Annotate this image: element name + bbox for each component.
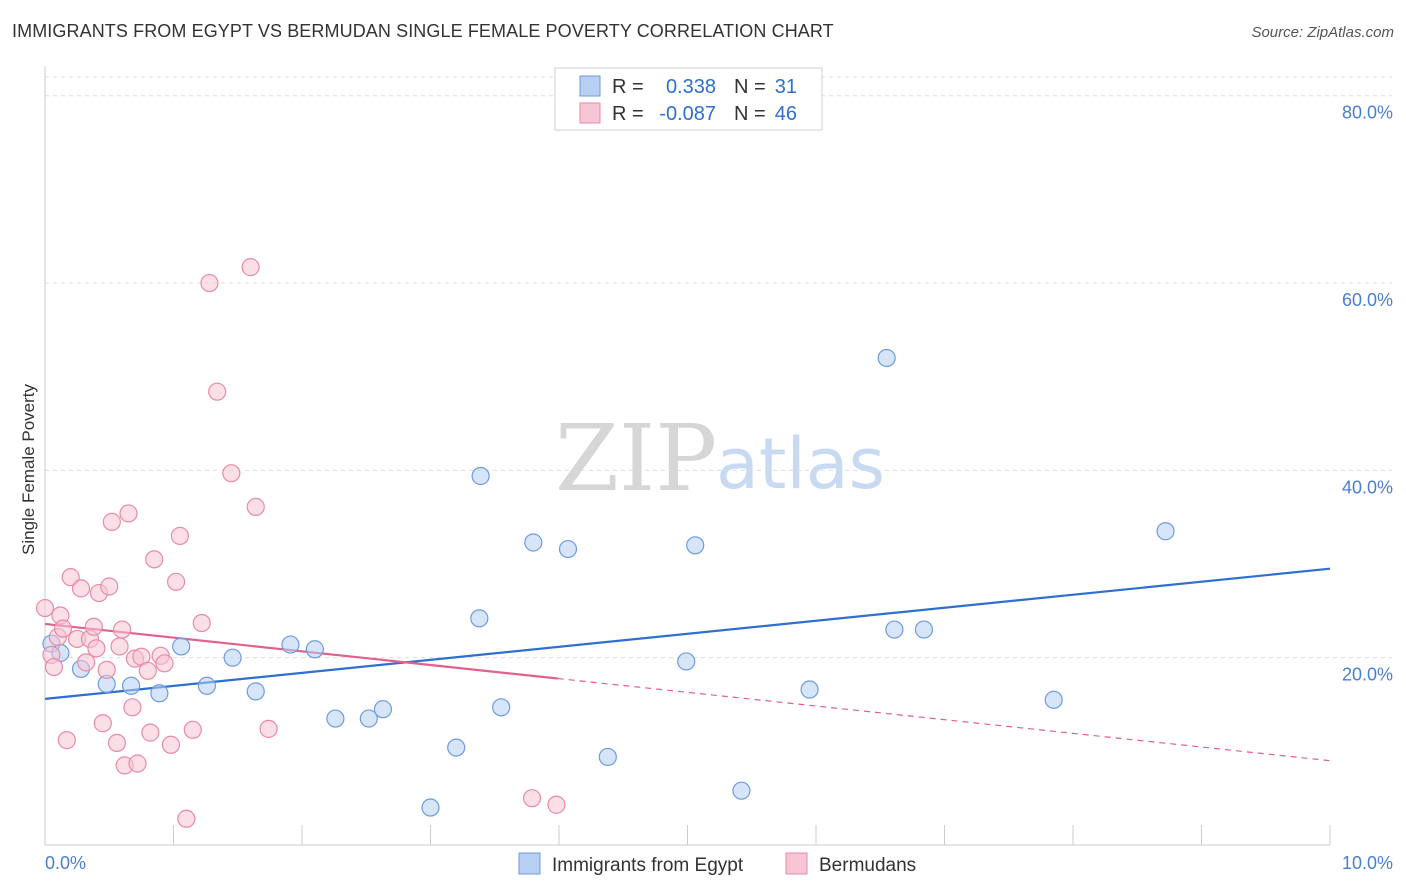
point-bermudans [112, 620, 132, 639]
point-egypt [732, 781, 751, 800]
legend-n-value-pink: 46 [775, 103, 797, 125]
point-bermudans [119, 504, 138, 523]
point-egypt [447, 738, 466, 757]
point-egypt [598, 747, 617, 767]
axes: 20.0% 40.0% 60.0% 80.0% 0.0% 10.0% [44, 66, 1393, 873]
point-bermudans [102, 512, 121, 531]
y-tick-label: 60.0% [1342, 290, 1393, 310]
point-egypt [492, 698, 511, 717]
point-egypt [150, 684, 169, 703]
point-bermudans [259, 719, 278, 738]
legend-r-value-blue: 0.338 [666, 76, 716, 98]
watermark-zip: ZIP [555, 405, 717, 512]
point-egypt [471, 466, 490, 486]
x-tick-label-max: 10.0% [1342, 853, 1393, 873]
legend-r-label-blue: R = [612, 76, 644, 98]
point-bermudans [141, 723, 160, 742]
legend-n-label-pink: N = [734, 103, 766, 125]
trendline-blue [44, 567, 1331, 700]
legend-swatch-blue [579, 75, 601, 97]
legend-n-label-blue: N = [734, 76, 766, 98]
point-bermudans [61, 568, 80, 587]
point-egypt [421, 798, 440, 817]
point-bermudans [183, 720, 202, 739]
legend-r-value-pink: -0.087 [659, 103, 716, 125]
point-egypt [373, 700, 393, 719]
point-egypt [223, 648, 242, 667]
point-bermudans [161, 735, 181, 754]
point-bermudans [128, 754, 147, 773]
legend-swatch-pink [579, 102, 601, 124]
point-bermudans [93, 714, 112, 733]
point-egypt [281, 635, 300, 654]
point-bermudans [166, 572, 186, 591]
point-egypt [877, 348, 896, 368]
point-bermudans [84, 617, 103, 636]
y-tick-label: 40.0% [1342, 477, 1393, 497]
point-egypt [800, 680, 819, 699]
point-bermudans [547, 795, 566, 814]
point-bermudans [87, 639, 106, 658]
point-egypt [1044, 690, 1063, 709]
point-bermudans [222, 464, 241, 483]
point-egypt [686, 536, 705, 555]
point-bermudans [208, 382, 227, 401]
y-axis-label: Single Female Poverty [19, 383, 38, 555]
series-swatch-egypt [518, 852, 541, 875]
point-bermudans [241, 258, 260, 277]
y-tick-label: 20.0% [1342, 665, 1393, 685]
point-egypt [305, 640, 324, 659]
point-bermudans [177, 809, 196, 828]
point-bermudans [522, 789, 542, 808]
watermark: ZIP atlas [555, 405, 885, 512]
point-egypt [197, 676, 217, 695]
series-swatch-bermudans [785, 852, 808, 875]
point-bermudans [110, 637, 129, 656]
series-legend: Immigrants from Egypt Bermudans [518, 852, 916, 876]
point-egypt [524, 533, 543, 552]
legend-n-value-blue: 31 [775, 76, 797, 98]
point-egypt [172, 637, 191, 656]
point-bermudans [57, 731, 76, 750]
data-points [35, 258, 1175, 828]
point-bermudans [53, 619, 73, 638]
point-egypt [885, 620, 904, 639]
point-bermudans [192, 613, 211, 633]
point-bermudans [44, 657, 64, 677]
point-bermudans [145, 550, 164, 569]
correlation-legend: R = 0.338 N = 31 R = -0.087 N = 46 [554, 67, 823, 131]
point-egypt [558, 539, 578, 559]
trendline-pink-extrapolated [557, 677, 1331, 762]
point-bermudans [35, 598, 55, 618]
source-label: Source: ZipAtlas.com [1251, 24, 1394, 41]
point-bermudans [77, 653, 96, 672]
point-egypt [326, 709, 345, 728]
point-egypt [246, 682, 265, 701]
point-egypt [359, 709, 378, 728]
gridlines [45, 76, 1392, 659]
legend-r-label-pink: R = [612, 103, 644, 125]
point-bermudans [100, 577, 119, 596]
point-egypt [121, 676, 141, 695]
chart-title: IMMIGRANTS FROM EGYPT VS BERMUDAN SINGLE… [12, 21, 834, 41]
point-bermudans [200, 273, 219, 293]
point-egypt [1156, 522, 1175, 541]
point-bermudans [246, 497, 265, 516]
point-egypt [914, 620, 934, 639]
watermark-atlas: atlas [716, 423, 885, 505]
point-bermudans [138, 661, 157, 680]
series-label-bermudans: Bermudans [819, 855, 916, 876]
point-bermudans [123, 698, 142, 717]
point-bermudans [155, 654, 174, 673]
point-bermudans [107, 733, 127, 753]
point-egypt [470, 609, 489, 628]
series-label-egypt: Immigrants from Egypt [552, 855, 744, 876]
x-tick-label-min: 0.0% [45, 853, 86, 873]
point-bermudans [71, 579, 91, 598]
point-bermudans [97, 660, 116, 679]
y-tick-label: 80.0% [1342, 103, 1393, 123]
point-bermudans [170, 526, 190, 546]
point-egypt [677, 652, 696, 671]
